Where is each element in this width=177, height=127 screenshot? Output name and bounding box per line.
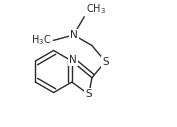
Text: H$_3$C: H$_3$C: [31, 34, 52, 47]
Text: S: S: [102, 57, 109, 67]
Text: CH$_3$: CH$_3$: [86, 2, 106, 16]
Text: N: N: [70, 30, 78, 40]
Text: S: S: [85, 89, 92, 99]
Text: N: N: [69, 55, 77, 65]
